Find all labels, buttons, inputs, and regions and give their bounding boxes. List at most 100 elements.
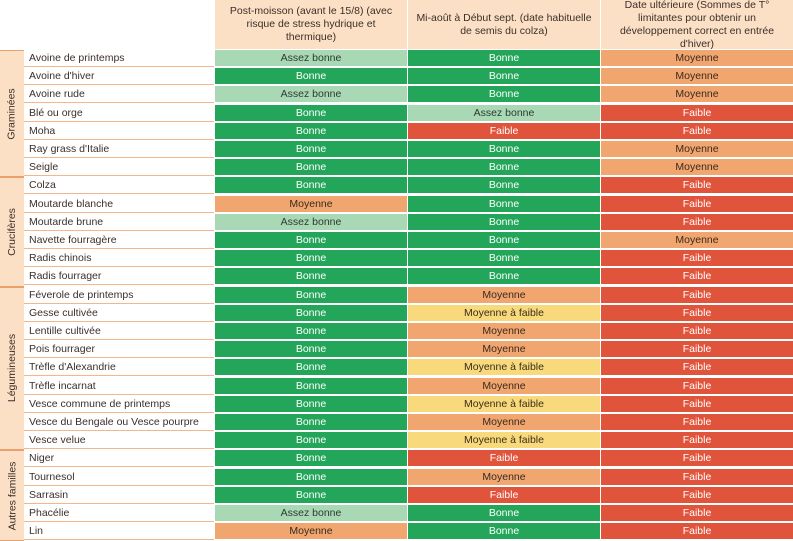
rating-cell: Moyenne [407, 286, 600, 304]
crop-name: Radis chinois [24, 250, 214, 268]
rating-cell: Bonne [214, 486, 407, 504]
rating-cell: Faible [600, 195, 793, 213]
rating-cell: Bonne [214, 468, 407, 486]
rating-cell: Bonne [214, 122, 407, 140]
rating-cell: Moyenne [600, 86, 793, 104]
crop-name: Pois fourrager [24, 341, 214, 359]
rating-cell: Moyenne à faible [407, 395, 600, 413]
family-label-text: Autres familles [6, 461, 19, 531]
family-label: Autres familles [0, 450, 24, 541]
rating-cell: Assez bonne [214, 50, 407, 67]
rating-cell: Moyenne à faible [407, 304, 600, 322]
rating-cell: Faible [600, 359, 793, 377]
crop-name: Gesse cultivée [24, 304, 214, 322]
rating-cell: Moyenne [600, 232, 793, 249]
rating-cell: Moyenne [600, 68, 793, 86]
rating-cell: Moyenne à faible [407, 432, 600, 450]
rating-cell: Bonne [214, 377, 407, 395]
rating-cell: Bonne [407, 141, 600, 158]
rating-cell: Bonne [407, 505, 600, 522]
crop-name: Navette fourragère [24, 232, 214, 249]
rating-cell: Faible [600, 268, 793, 286]
rating-cell: Moyenne [407, 414, 600, 431]
rating-cell: Faible [600, 486, 793, 504]
crop-name: Moha [24, 122, 214, 140]
crop-name: Moutarde brune [24, 213, 214, 231]
family-label: Graminées [0, 50, 24, 178]
rating-cell: Bonne [214, 286, 407, 304]
rating-cell: Moyenne [407, 468, 600, 486]
rating-cell: Bonne [214, 232, 407, 249]
family-label: Crucifères [0, 177, 24, 287]
rating-cell: Moyenne à faible [407, 359, 600, 377]
family-label: Légumineuses [0, 286, 24, 451]
rating-cell: Moyenne [214, 195, 407, 213]
rating-cell: Bonne [214, 268, 407, 286]
crop-name: Vesce commune de printemps [24, 395, 214, 413]
header-date-ulterieure: Date ultérieure (Sommes de T° limitantes… [600, 0, 793, 50]
crop-name: Avoine rude [24, 86, 214, 104]
rating-cell: Bonne [407, 195, 600, 213]
rating-cell: Moyenne [407, 341, 600, 359]
rating-cell: Bonne [407, 250, 600, 268]
rating-cell: Moyenne [600, 141, 793, 158]
crop-name: Sarrasin [24, 486, 214, 504]
crop-name: Trèfle incarnat [24, 377, 214, 395]
rating-cell: Faible [600, 323, 793, 340]
crop-name: Niger [24, 450, 214, 468]
header-blank [0, 0, 214, 49]
rating-cell: Faible [600, 505, 793, 522]
crop-name: Trèfle d'Alexandrie [24, 359, 214, 377]
family-label-text: Graminées [6, 88, 19, 140]
crop-name: Moutarde blanche [24, 195, 214, 213]
rating-cell: Bonne [407, 50, 600, 67]
rating-cell: Moyenne [600, 50, 793, 67]
rating-cell: Bonne [214, 104, 407, 122]
crop-name: Tournesol [24, 468, 214, 486]
rating-cell: Bonne [214, 250, 407, 268]
crop-name: Avoine d'hiver [24, 68, 214, 86]
rating-cell: Faible [600, 213, 793, 231]
crop-name: Blé ou orge [24, 104, 214, 122]
rating-cell: Bonne [214, 323, 407, 340]
crop-name: Avoine de printemps [24, 50, 214, 67]
rating-cell: Faible [600, 122, 793, 140]
rating-cell: Faible [600, 450, 793, 468]
crop-name: Colza [24, 177, 214, 195]
rating-cell: Bonne [214, 68, 407, 86]
crop-name: Ray grass d'Italie [24, 141, 214, 158]
header-post-moisson: Post-moisson (avant le 15/8) (avec risqu… [214, 0, 407, 49]
rating-cell: Faible [407, 122, 600, 140]
rating-cell: Bonne [407, 68, 600, 86]
rating-cell: Faible [600, 104, 793, 122]
rating-cell: Bonne [407, 268, 600, 286]
rating-cell: Bonne [214, 159, 407, 177]
rating-cell: Bonne [214, 450, 407, 468]
crop-name: Phacélie [24, 505, 214, 522]
rating-cell: Bonne [407, 213, 600, 231]
rating-cell: Faible [600, 286, 793, 304]
rating-cell: Faible [407, 450, 600, 468]
rating-cell: Moyenne [407, 377, 600, 395]
rating-cell: Faible [600, 395, 793, 413]
rating-cell: Faible [600, 377, 793, 395]
rating-cell: Bonne [214, 432, 407, 450]
rating-cell: Faible [600, 414, 793, 431]
rating-cell: Bonne [214, 304, 407, 322]
rating-cell: Faible [600, 250, 793, 268]
rating-cell: Bonne [407, 159, 600, 177]
header-mi-aout: Mi-août à Début sept. (date habituelle d… [407, 0, 600, 49]
rating-cell: Moyenne [407, 323, 600, 340]
rating-cell: Faible [407, 486, 600, 504]
rating-cell: Bonne [214, 341, 407, 359]
rating-cell: Assez bonne [214, 86, 407, 104]
rating-cell: Faible [600, 177, 793, 195]
rating-cell: Faible [600, 341, 793, 359]
rating-cell: Bonne [214, 177, 407, 195]
family-label-text: Légumineuses [6, 334, 19, 403]
rating-cell: Moyenne [600, 159, 793, 177]
rating-cell: Assez bonne [214, 505, 407, 522]
crop-name: Seigle [24, 159, 214, 177]
rating-cell: Bonne [214, 359, 407, 377]
